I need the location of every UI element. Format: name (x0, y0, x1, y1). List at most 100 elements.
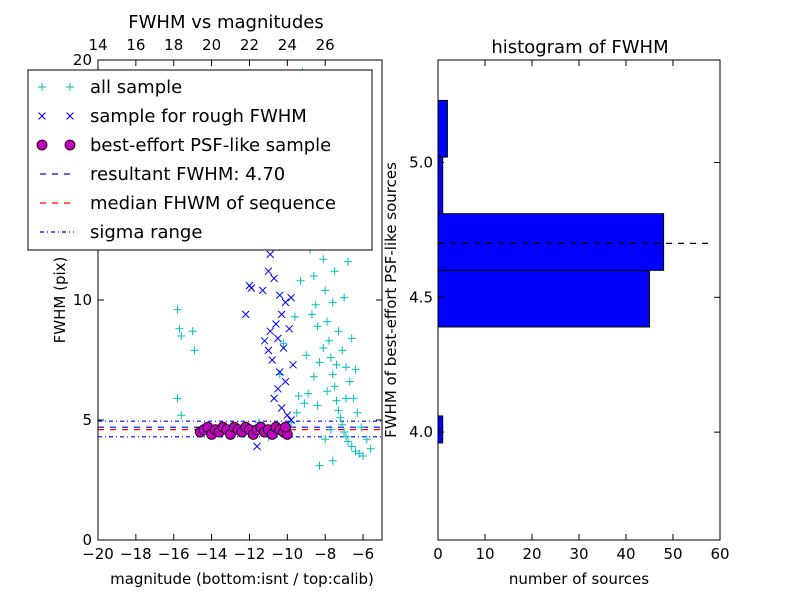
data-point-1-1 (247, 284, 256, 292)
data-point-0-69 (296, 276, 305, 285)
data-point-0-13 (294, 392, 303, 400)
legend-label-5: sigma range (90, 222, 202, 243)
data-point-0-35 (347, 442, 356, 451)
histogram-bar-2 (437, 213, 665, 271)
data-point-0-45 (328, 298, 337, 307)
data-point-0-51 (353, 408, 362, 417)
top-tick-label: 16 (126, 36, 145, 54)
x-tick-label: −10 (272, 545, 304, 563)
data-point-1-28 (253, 442, 261, 451)
data-point-0-30 (336, 413, 345, 422)
data-point-1-27 (287, 416, 295, 424)
legend-entry-3: resultant FWHM: 4.70 (40, 164, 285, 185)
histogram-bar-3 (437, 156, 444, 215)
legend-marker-0 (66, 83, 74, 91)
data-point-0-4 (190, 346, 199, 355)
data-point-0-48 (342, 363, 351, 372)
legend-marker-1 (66, 112, 74, 120)
data-point-0-49 (345, 377, 354, 386)
y-tick-label: 0 (82, 531, 92, 549)
histogram-bar-1 (437, 269, 650, 328)
data-point-0-57 (340, 293, 349, 302)
data-point-1-20 (268, 356, 277, 364)
data-point-0-74 (313, 401, 322, 410)
data-point-0-76 (326, 425, 335, 434)
top-tick-label: 18 (164, 36, 183, 54)
data-point-0-3 (188, 327, 197, 336)
legend-entry-4: median FHWM of sequence (40, 193, 336, 214)
hist-y-tick-label: 4.5 (409, 288, 433, 306)
left-x-axis-label: magnitude (bottom:isnt / top:calib) (110, 570, 374, 588)
data-point-0-23 (323, 317, 332, 326)
x-tick-label: −6 (352, 545, 374, 563)
data-point-0-31 (338, 420, 347, 429)
data-point-0-47 (338, 346, 347, 355)
data-point-1-13 (281, 298, 290, 307)
right-chart-title: histogram of FWHM (491, 37, 668, 58)
right-axes: 0 10 20 30 40 50 60 4.0 4.5 5.0 (409, 59, 730, 563)
data-point-1-9 (266, 250, 275, 259)
hist-x-tick-label: 20 (522, 545, 541, 563)
fwhm-vs-magnitudes-panel: FWHM vs magnitudes −20 −18 −16 −14 −12 −10 −8−… (27, 12, 383, 588)
data-point-1-34 (260, 336, 269, 345)
hist-x-tick-label: 30 (569, 545, 588, 563)
data-point-0-50 (349, 394, 358, 403)
data-point-1-10 (264, 267, 273, 276)
data-point-0-63 (343, 257, 352, 266)
data-point-0-26 (328, 370, 337, 379)
top-tick-label: 20 (202, 36, 221, 54)
data-point-0-43 (304, 389, 313, 398)
x-tick-label: −14 (196, 545, 228, 563)
data-point-1-12 (275, 291, 284, 300)
data-point-0-27 (330, 382, 339, 391)
data-point-0-24 (324, 336, 333, 345)
data-point-1-21 (275, 368, 284, 376)
histogram-panel: histogram of FWHM 0 10 20 30 40 50 60 4.0 4.5 5.0… (382, 37, 730, 588)
legend-entry-1: sample for rough FWHM (38, 106, 307, 127)
data-point-0-34 (343, 437, 352, 446)
data-point-0-21 (319, 255, 328, 264)
data-point-0-6 (177, 411, 186, 420)
data-point-0-70 (307, 310, 316, 319)
x-tick-label: −20 (82, 545, 114, 563)
data-point-0-58 (347, 334, 356, 343)
data-point-0-75 (342, 394, 351, 403)
right-x-axis-label: number of sources (509, 570, 649, 588)
data-point-0-64 (292, 408, 301, 417)
data-point-0-0 (173, 305, 182, 314)
data-point-0-33 (342, 432, 351, 441)
data-point-0-12 (290, 312, 299, 321)
data-point-0-19 (313, 322, 322, 331)
data-point-0-2 (177, 332, 186, 340)
y-tick-label: 20 (73, 51, 92, 69)
data-point-1-16 (266, 327, 275, 336)
y-tick-label: 10 (73, 291, 92, 309)
data-point-1-2 (241, 310, 250, 319)
data-point-0-72 (332, 360, 341, 369)
data-point-1-33 (258, 286, 267, 295)
x-tick-label: −12 (234, 545, 266, 563)
top-tick-label: 24 (278, 36, 297, 54)
data-point-0-28 (332, 396, 341, 405)
legend-label-4: median FHWM of sequence (90, 193, 336, 214)
data-point-1-17 (274, 334, 282, 343)
data-point-0-66 (321, 435, 330, 444)
data-point-0-67 (328, 456, 337, 465)
histogram-bar-0 (437, 415, 444, 444)
data-point-1-11 (270, 274, 278, 283)
hist-y-tick-label: 5.0 (409, 153, 433, 171)
data-point-0-59 (351, 365, 360, 374)
x-tick-label: −16 (158, 545, 190, 563)
data-point-0-73 (323, 387, 332, 396)
legend: all sample sample for rough FWHM best-effo… (27, 69, 373, 251)
data-point-0-39 (362, 435, 371, 444)
left-chart-title: FWHM vs magnitudes (128, 12, 323, 33)
y-tick-label: 5 (82, 411, 92, 429)
legend-box (27, 69, 373, 251)
legend-entry-0: all sample (38, 77, 182, 98)
data-point-0-18 (311, 300, 320, 309)
hist-x-tick-label: 10 (475, 545, 494, 563)
legend-label-3: resultant FWHM: 4.70 (90, 164, 285, 185)
data-point-2-24 (280, 421, 291, 433)
